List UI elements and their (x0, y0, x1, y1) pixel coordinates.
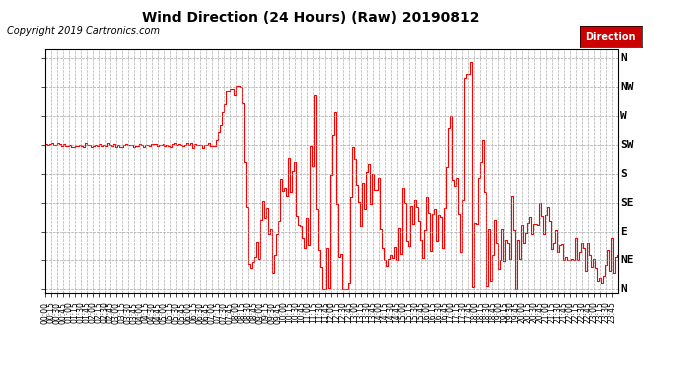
Text: SW: SW (620, 140, 634, 150)
Text: Direction: Direction (585, 32, 636, 42)
Text: SE: SE (620, 198, 634, 208)
Text: E: E (620, 226, 627, 237)
Text: W: W (620, 111, 627, 121)
Text: NW: NW (620, 82, 634, 92)
Text: N: N (620, 284, 627, 294)
Text: Copyright 2019 Cartronics.com: Copyright 2019 Cartronics.com (7, 26, 160, 36)
Text: N: N (620, 53, 627, 63)
Text: Wind Direction (24 Hours) (Raw) 20190812: Wind Direction (24 Hours) (Raw) 20190812 (141, 11, 480, 25)
Text: S: S (620, 169, 627, 179)
Text: NE: NE (620, 255, 634, 266)
